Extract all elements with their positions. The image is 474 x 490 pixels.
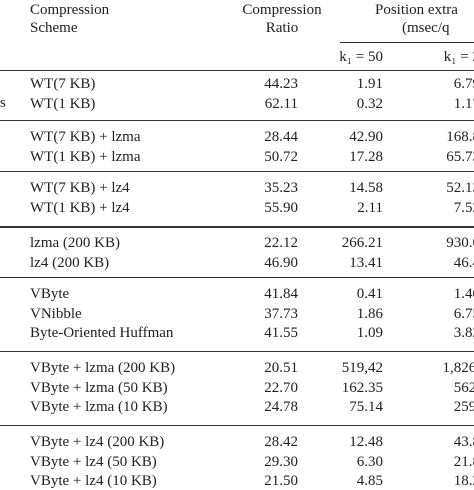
k50-cell: 12.48 bbox=[349, 434, 383, 450]
scheme-cell: WT(1 KB) + lz4 bbox=[30, 199, 130, 216]
ratio-cell: 37.73 bbox=[264, 305, 298, 322]
header-scheme: Scheme bbox=[30, 20, 78, 36]
rule bbox=[340, 42, 474, 43]
rule bbox=[0, 70, 474, 71]
k2-cell: 6.79 bbox=[453, 76, 474, 92]
header-ratio: Ratio bbox=[265, 20, 299, 36]
k50-cell: 42.90 bbox=[349, 129, 383, 145]
rule bbox=[0, 425, 474, 426]
ratio-cell: 24.78 bbox=[264, 399, 298, 415]
scheme-cell: VByte + lz4 (10 KB) bbox=[30, 473, 157, 489]
ratio-cell: 55.90 bbox=[264, 199, 298, 216]
scheme-cell: WT(7 KB) + lz4 bbox=[30, 180, 130, 196]
ratio-cell: 41.55 bbox=[264, 325, 298, 341]
k50-cell: 6.30 bbox=[356, 453, 383, 470]
k50-cell: 13.41 bbox=[349, 254, 383, 271]
subheader: k₁ = 2 bbox=[443, 49, 474, 65]
rule bbox=[0, 120, 474, 121]
scheme-cell: VByte + lz4 (200 KB) bbox=[30, 434, 165, 450]
ratio-cell: 44.23 bbox=[264, 76, 298, 92]
k2-cell: 1.40 bbox=[453, 286, 474, 302]
k50-cell: 0.32 bbox=[356, 95, 383, 112]
k2-cell: 6.75 bbox=[453, 305, 474, 322]
k2-cell: 46.4 bbox=[453, 254, 474, 271]
k50-cell: 4.85 bbox=[356, 473, 383, 489]
ratio-cell: 22.12 bbox=[264, 235, 298, 251]
k50-cell: 14.58 bbox=[349, 180, 383, 196]
subheader: k₁ = 50 bbox=[339, 49, 383, 65]
k2-cell: 18.2 bbox=[453, 473, 474, 489]
k50-cell: 75.14 bbox=[349, 399, 383, 415]
cropped-text: s bbox=[0, 95, 6, 111]
ratio-cell: 35.23 bbox=[264, 180, 298, 196]
scheme-cell: lzma (200 KB) bbox=[30, 235, 120, 251]
ratio-cell: 46.90 bbox=[264, 254, 298, 271]
scheme-cell: lz4 (200 KB) bbox=[30, 254, 110, 271]
k2-cell: 7.52 bbox=[453, 199, 474, 216]
ratio-cell: 21.50 bbox=[264, 473, 298, 489]
k2-cell: 21.8 bbox=[453, 453, 474, 470]
ratio-cell: 20.51 bbox=[264, 360, 298, 376]
rule bbox=[0, 351, 474, 352]
scheme-cell: WT(1 KB) bbox=[30, 95, 96, 112]
rule bbox=[0, 171, 474, 172]
rule bbox=[0, 277, 474, 278]
k2-cell: 52.13 bbox=[446, 180, 474, 196]
ratio-cell: 29.30 bbox=[264, 453, 298, 470]
scheme-cell: VByte bbox=[30, 286, 70, 302]
ratio-cell: 41.84 bbox=[264, 286, 298, 302]
ratio-cell: 50.72 bbox=[264, 148, 298, 165]
k50-cell: 266.21 bbox=[341, 235, 383, 251]
k50-cell: 1.91 bbox=[356, 76, 383, 92]
ratio-cell: 62.11 bbox=[264, 95, 298, 112]
k2-cell: 65.73 bbox=[446, 148, 474, 165]
ratio-cell: 22.70 bbox=[264, 379, 298, 396]
header-ratio: Compression bbox=[242, 2, 322, 18]
scheme-cell: VNibble bbox=[30, 305, 82, 322]
k2-cell: 3.82 bbox=[453, 325, 474, 341]
k50-cell: 0.41 bbox=[356, 286, 383, 302]
k2-cell: 1,826. bbox=[442, 360, 474, 376]
scheme-cell: VByte + lzma (200 KB) bbox=[30, 360, 176, 376]
ratio-cell: 28.42 bbox=[264, 434, 298, 450]
k50-cell: 1.09 bbox=[356, 325, 383, 341]
k2-cell: 259. bbox=[453, 399, 474, 415]
header-position: Position extra bbox=[375, 2, 458, 18]
scheme-cell: VByte + lzma (10 KB) bbox=[30, 399, 168, 415]
scheme-cell: Byte-Oriented Huffman bbox=[30, 325, 174, 341]
k50-cell: 162.35 bbox=[341, 379, 383, 396]
rule bbox=[0, 226, 474, 228]
k2-cell: 43.8 bbox=[453, 434, 474, 450]
k2-cell: 562. bbox=[453, 379, 474, 396]
scheme-cell: VByte + lz4 (50 KB) bbox=[30, 453, 157, 470]
k50-cell: 1.86 bbox=[356, 305, 383, 322]
header-scheme: Compression bbox=[30, 2, 110, 18]
scheme-cell: WT(1 KB) + lzma bbox=[30, 148, 141, 165]
k2-cell: 930.0 bbox=[446, 235, 474, 251]
k2-cell: 1.17 bbox=[453, 95, 474, 112]
scheme-cell: VByte + lzma (50 KB) bbox=[30, 379, 168, 396]
header-position: (msec/q bbox=[402, 20, 450, 36]
scheme-cell: WT(7 KB) bbox=[30, 76, 96, 92]
k2-cell: 168.8 bbox=[446, 129, 474, 145]
k50-cell: 2.11 bbox=[357, 199, 383, 216]
k50-cell: 519,42 bbox=[341, 360, 383, 376]
ratio-cell: 28.44 bbox=[264, 129, 298, 145]
scheme-cell: WT(7 KB) + lzma bbox=[30, 129, 141, 145]
k50-cell: 17.28 bbox=[349, 148, 383, 165]
